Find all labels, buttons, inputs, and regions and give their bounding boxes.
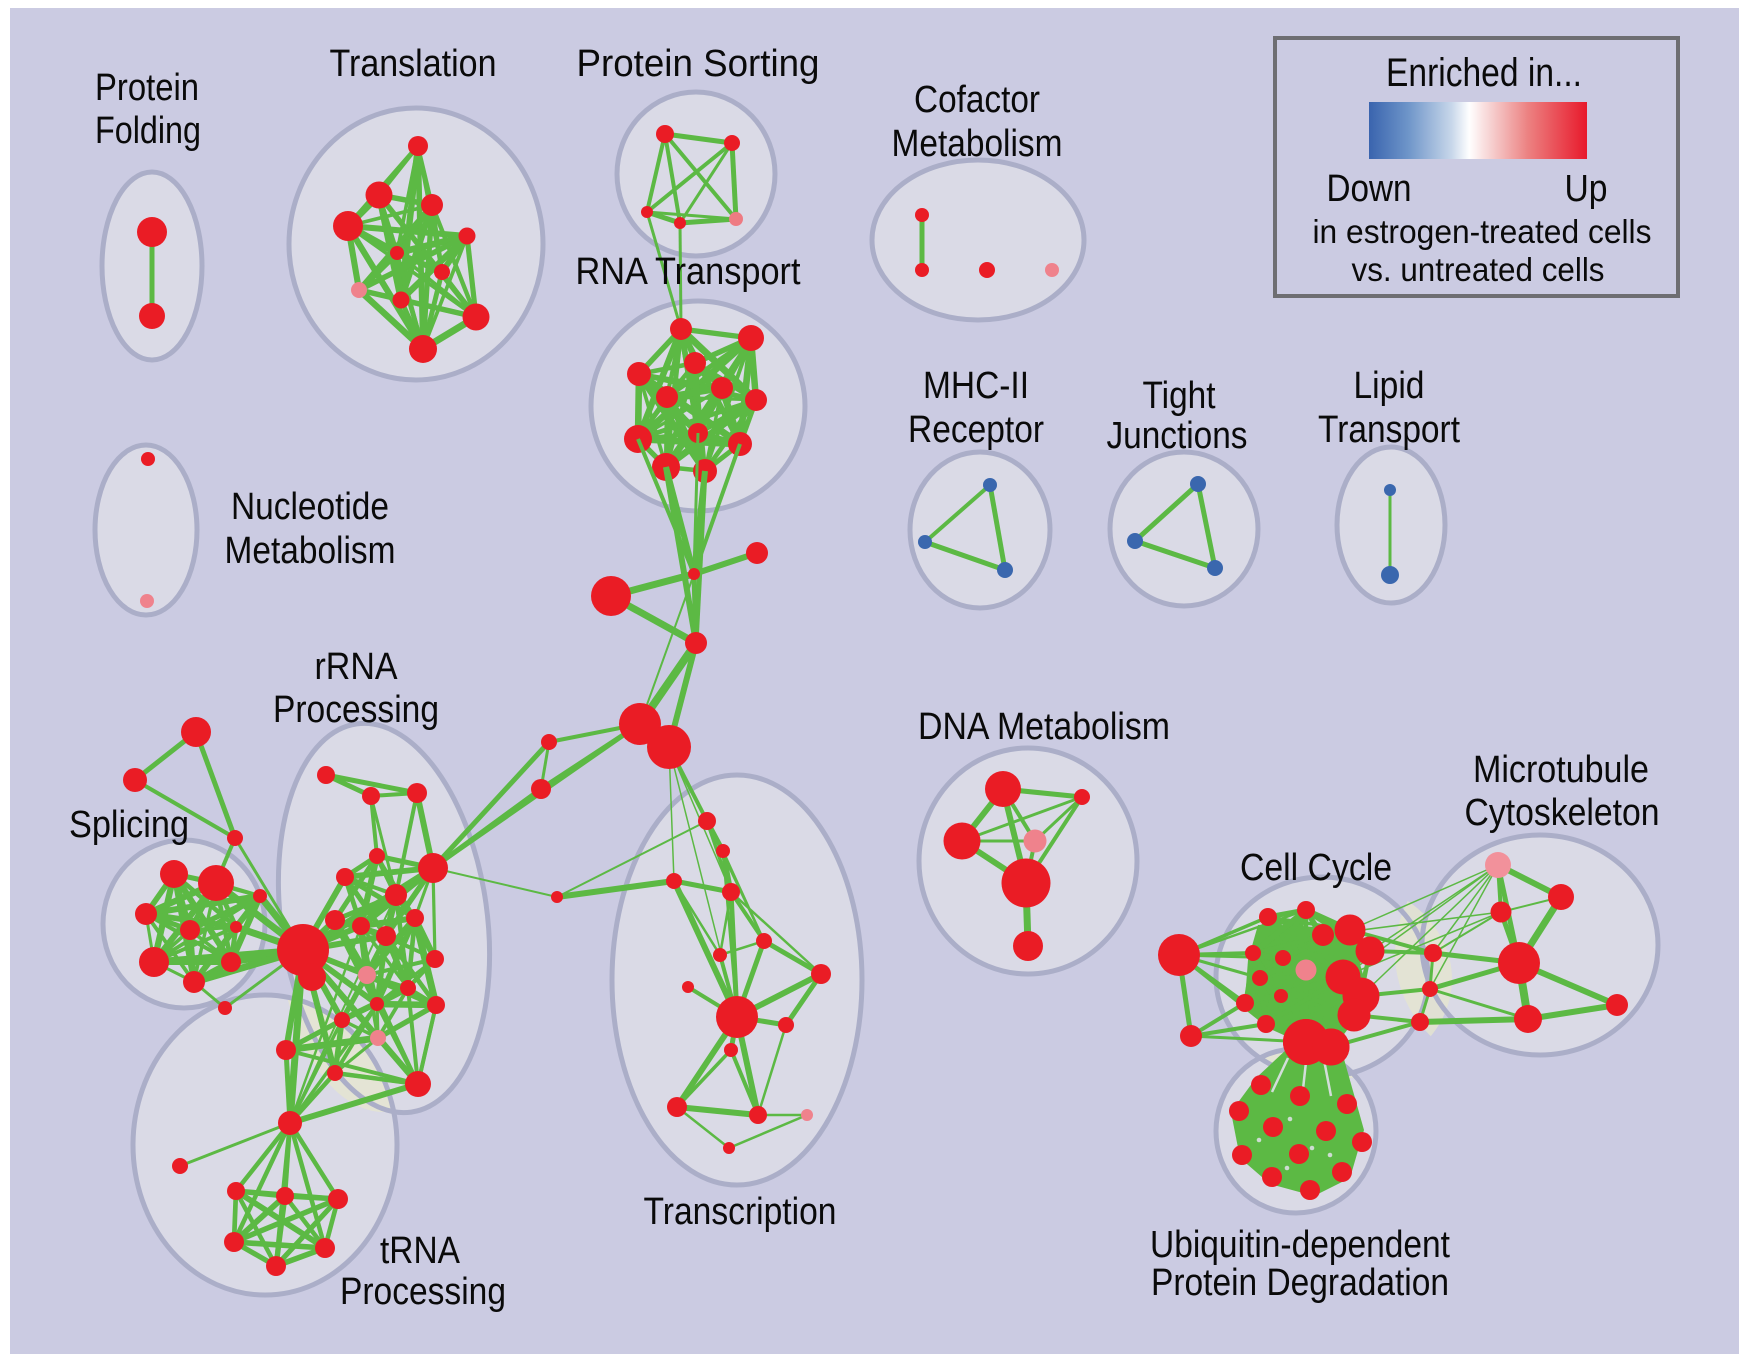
svg-text:Lipid: Lipid (1354, 365, 1425, 407)
svg-text:Translation: Translation (330, 43, 497, 85)
svg-text:Protein Sorting: Protein Sorting (577, 43, 820, 85)
svg-text:vs. untreated cells: vs. untreated cells (1352, 251, 1605, 288)
svg-text:Cofactor: Cofactor (914, 79, 1040, 121)
svg-text:tRNA: tRNA (380, 1230, 461, 1272)
svg-text:Nucleotide: Nucleotide (231, 486, 389, 528)
svg-text:Processing: Processing (273, 689, 439, 731)
svg-text:MHC-II: MHC-II (923, 365, 1029, 407)
svg-text:Protein: Protein (95, 67, 199, 109)
svg-text:Folding: Folding (95, 110, 201, 152)
svg-text:Up: Up (1565, 168, 1608, 210)
svg-text:Ubiquitin-dependent: Ubiquitin-dependent (1150, 1224, 1450, 1266)
svg-text:Splicing: Splicing (69, 804, 189, 846)
svg-text:Receptor: Receptor (908, 409, 1044, 451)
svg-text:Down: Down (1327, 168, 1412, 210)
svg-text:Tight: Tight (1143, 375, 1216, 417)
svg-text:in estrogen-treated cells: in estrogen-treated cells (1313, 213, 1652, 250)
svg-text:Processing: Processing (340, 1271, 506, 1313)
svg-text:RNA Transport: RNA Transport (576, 251, 801, 293)
svg-text:Metabolism: Metabolism (892, 123, 1063, 165)
svg-text:DNA Metabolism: DNA Metabolism (918, 706, 1170, 748)
svg-text:Protein Degradation: Protein Degradation (1151, 1262, 1449, 1304)
svg-text:Transcription: Transcription (644, 1191, 837, 1233)
svg-text:Transport: Transport (1318, 409, 1460, 451)
svg-text:Metabolism: Metabolism (225, 530, 396, 572)
svg-text:rRNA: rRNA (315, 646, 399, 688)
svg-text:Microtubule: Microtubule (1473, 749, 1649, 791)
svg-text:Junctions: Junctions (1107, 415, 1248, 457)
svg-text:Cytoskeleton: Cytoskeleton (1465, 792, 1660, 834)
svg-text:Enriched in...: Enriched in... (1386, 51, 1582, 95)
svg-text:Cell Cycle: Cell Cycle (1240, 847, 1392, 889)
